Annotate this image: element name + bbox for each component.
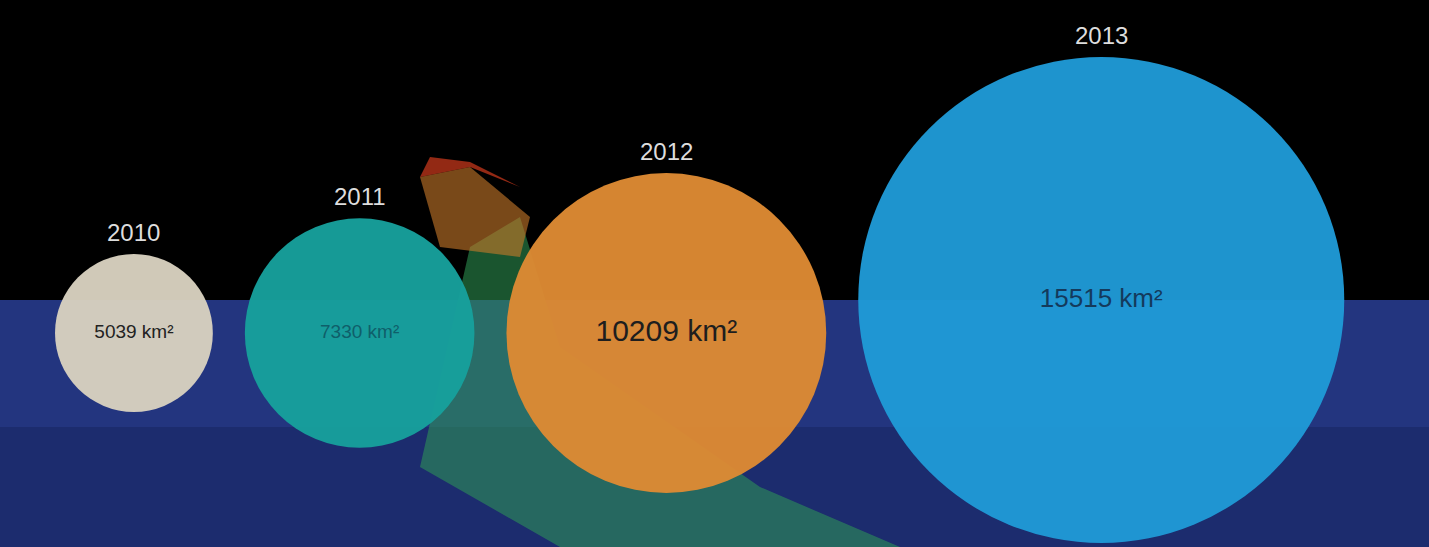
svg-text:15515 km²: 15515 km² <box>1040 283 1163 313</box>
svg-text:2012: 2012 <box>640 138 693 165</box>
svg-text:7330 km²: 7330 km² <box>320 321 399 342</box>
svg-text:2010: 2010 <box>107 219 160 246</box>
svg-text:2013: 2013 <box>1075 22 1128 49</box>
svg-text:2011: 2011 <box>334 183 386 210</box>
svg-text:10209 km²: 10209 km² <box>595 314 737 347</box>
svg-text:5039 km²: 5039 km² <box>94 321 173 342</box>
